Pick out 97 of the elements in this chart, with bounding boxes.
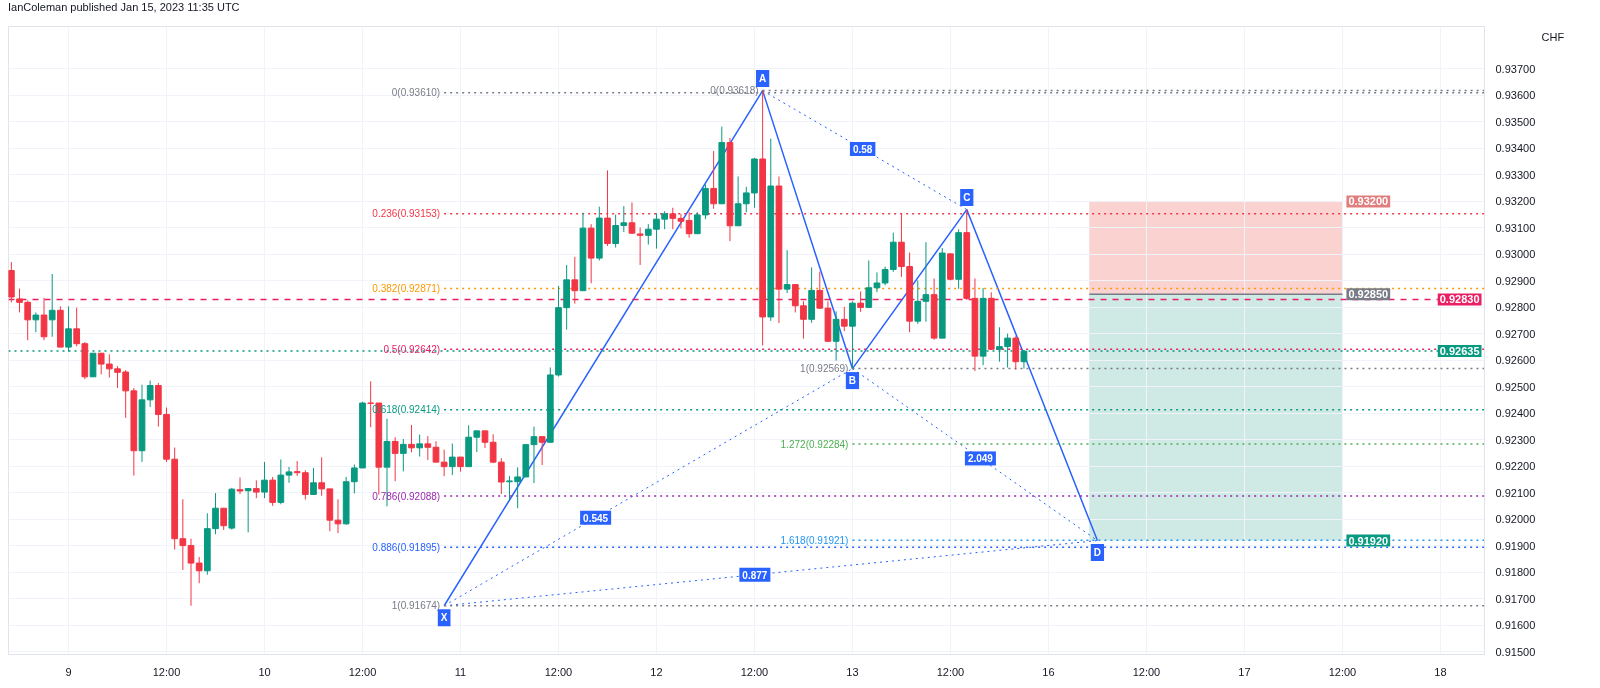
candlestick	[857, 290, 864, 313]
x-tick-label: 12:00	[348, 665, 377, 678]
y-tick-label: 0.93700	[1495, 62, 1536, 75]
x-tick-label: 13	[846, 665, 859, 678]
y-tick-label: 0.93500	[1495, 115, 1536, 128]
y-tick-label: 0.92900	[1495, 274, 1536, 287]
candlestick	[636, 227, 644, 266]
candlestick	[922, 241, 930, 323]
x-tick-label: 12:00	[544, 665, 573, 678]
candlestick	[391, 436, 399, 482]
candlestick	[408, 424, 415, 453]
ref-line-label: 0.382(0.92871)	[372, 283, 441, 295]
candlestick	[734, 175, 742, 227]
ref-line-label: 1.272(0.92284)	[780, 438, 849, 450]
candlestick	[244, 488, 252, 533]
y-tick-label: 0.92000	[1495, 513, 1536, 526]
candlestick	[236, 476, 244, 495]
x-tick-label: 12:00	[1328, 665, 1357, 678]
ref-line-label: 1.618(0.91921)	[780, 534, 849, 546]
candlestick	[710, 150, 717, 210]
candlestick	[73, 307, 81, 347]
y-tick-label: 0.93100	[1495, 221, 1536, 234]
x-tick-label: 11	[454, 665, 467, 678]
ref-line-label: 0(0.93618)	[710, 85, 759, 97]
x-tick-label: 12:00	[1132, 665, 1161, 678]
candlestick	[742, 186, 750, 213]
ref-line-label: 0(0.93610)	[391, 87, 441, 99]
y-tick-label: 0.92400	[1495, 407, 1536, 420]
y-tick-label: 0.91800	[1495, 566, 1536, 579]
candlestick	[261, 461, 268, 499]
candlestick	[538, 436, 546, 466]
y-tick-label: 0.92300	[1495, 433, 1536, 446]
annotation: C	[963, 192, 971, 204]
candlestick	[350, 464, 358, 494]
candlestick	[179, 498, 187, 571]
y-tick-label: 0.92600	[1495, 354, 1536, 367]
y-tick-label: 0.92100	[1495, 486, 1536, 499]
candlestick	[40, 297, 48, 341]
candlestick	[399, 438, 407, 472]
y-tick-label: 0.91900	[1495, 539, 1536, 552]
candlestick	[914, 279, 922, 325]
annotation: B	[848, 375, 857, 387]
annotation: A	[759, 73, 767, 85]
y-tick-label: 0.93400	[1495, 142, 1536, 155]
candlestick	[473, 430, 481, 453]
y-tick-label: 0.91600	[1495, 619, 1536, 632]
y-tick-label: 0.92200	[1495, 460, 1536, 473]
x-tick-label: 12:00	[936, 665, 965, 678]
ref-line-label: 0.92830	[1439, 293, 1480, 306]
y-axis-title: CHF	[1541, 30, 1565, 43]
y-tick-label: 0.92800	[1495, 301, 1536, 314]
annotation: 0.545	[583, 512, 609, 524]
ref-line-label: 1(0.91674)	[391, 600, 441, 612]
y-tick-label: 0.93300	[1495, 168, 1536, 181]
ref-line-label: 0.236(0.93153)	[372, 208, 441, 220]
candlestick	[1020, 349, 1028, 370]
annotation: 2.049	[967, 453, 994, 465]
annotation: 0.877	[742, 569, 768, 581]
band-label: 0.93200	[1348, 195, 1389, 208]
candlestick	[416, 434, 424, 458]
x-tick-label: 12	[650, 665, 663, 678]
x-tick-label: 12:00	[152, 665, 181, 678]
y-tick-label: 0.91500	[1495, 645, 1536, 658]
annotation: X	[440, 612, 448, 624]
band-label: 0.91920	[1348, 534, 1389, 547]
candlestick	[32, 311, 40, 333]
annotation: 0.58	[852, 143, 873, 155]
x-tick-label: 17	[1238, 665, 1251, 678]
ref-line-label: 0.92635	[1439, 345, 1480, 358]
x-tick-label: 12:00	[740, 665, 769, 678]
ref-line-label: 1(0.92569)	[800, 363, 849, 375]
y-tick-label: 0.91700	[1495, 592, 1536, 605]
text: IanColeman published Jan 15, 2023 11:35 UTC	[8, 0, 240, 15]
y-tick-label: 0.92500	[1495, 380, 1536, 393]
ref-line-label: 0.886(0.91895)	[372, 541, 441, 553]
y-tick-label: 0.92700	[1495, 327, 1536, 340]
candlestick	[310, 467, 317, 496]
candlestick	[783, 249, 791, 294]
x-tick-label: 18	[1434, 665, 1447, 678]
candlestick	[48, 273, 56, 338]
y-tick-label: 0.93200	[1495, 195, 1536, 208]
candlestick	[220, 507, 228, 531]
candlestick	[1012, 335, 1020, 371]
candlestick	[571, 256, 579, 305]
x-tick-label: 16	[1042, 665, 1055, 678]
x-tick-label: 9	[65, 665, 72, 678]
candlestick	[448, 443, 456, 476]
ref-line-label: 0.5(0.92642)	[383, 343, 441, 355]
candlestick	[269, 476, 277, 507]
y-tick-label: 0.93600	[1495, 89, 1536, 102]
annotation: D	[1093, 547, 1102, 559]
y-tick-label: 0.93000	[1495, 248, 1536, 261]
candlestick	[440, 449, 448, 477]
x-tick-label: 10	[258, 665, 271, 678]
ref-line-label: 0.92850	[1348, 288, 1389, 301]
candlestick	[840, 306, 848, 332]
candlestick	[693, 211, 701, 235]
